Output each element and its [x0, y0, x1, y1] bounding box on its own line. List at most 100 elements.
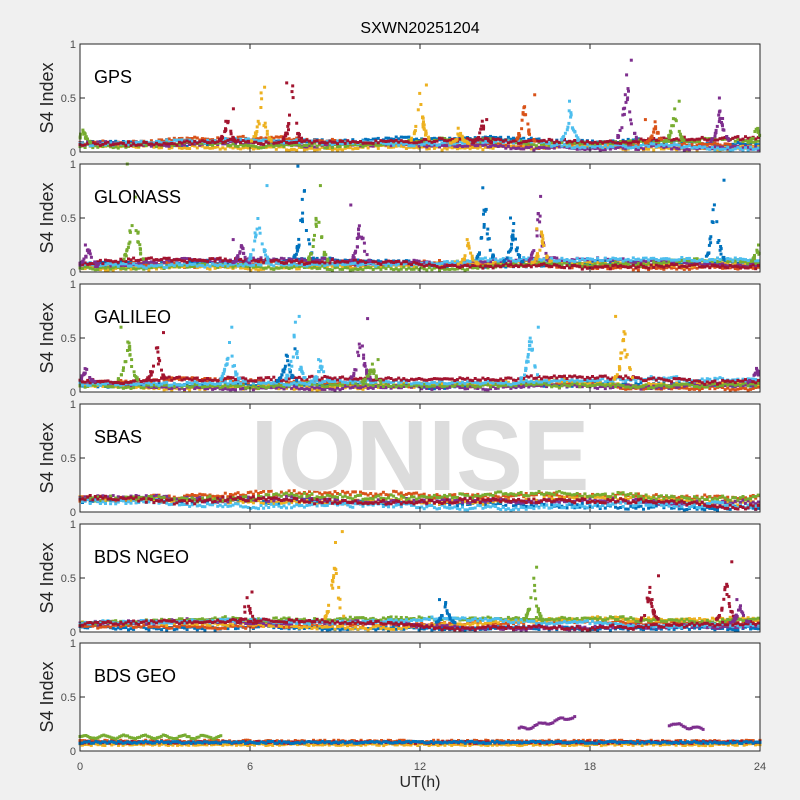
- data-point: [236, 138, 240, 142]
- data-point: [155, 264, 158, 268]
- data-point: [588, 257, 592, 261]
- data-point: [538, 220, 542, 224]
- data-point: [563, 145, 566, 149]
- data-point: [241, 259, 245, 263]
- data-point: [109, 267, 113, 271]
- data-point: [254, 145, 258, 149]
- data-point: [448, 145, 452, 149]
- data-point: [430, 268, 434, 272]
- data-point: [313, 148, 317, 152]
- data-point: [710, 258, 714, 261]
- data-point: [685, 263, 689, 267]
- data-point: [532, 249, 536, 253]
- data-point: [422, 137, 426, 141]
- data-point: [685, 140, 689, 144]
- data-point: [757, 243, 760, 247]
- data-point: [167, 259, 171, 263]
- data-point: [606, 140, 610, 144]
- data-point: [736, 135, 740, 139]
- data-point: [417, 144, 421, 148]
- data-point: [371, 260, 375, 264]
- data-point: [611, 260, 615, 264]
- data-point: [111, 268, 115, 272]
- data-point: [575, 144, 579, 148]
- data-point: [231, 107, 235, 111]
- data-point: [394, 260, 398, 263]
- data-point: [596, 142, 600, 146]
- data-point: [573, 260, 577, 263]
- data-point: [491, 141, 495, 144]
- data-point: [348, 265, 352, 268]
- data-point: [126, 245, 130, 249]
- data-point: [353, 263, 357, 267]
- data-point: [623, 93, 627, 97]
- data-point: [631, 144, 635, 147]
- data-point: [515, 136, 519, 140]
- data-point: [111, 263, 115, 267]
- data-point: [123, 253, 127, 257]
- data-point: [287, 263, 291, 267]
- data-point: [389, 141, 393, 145]
- data-point: [318, 184, 322, 188]
- data-point: [272, 136, 276, 140]
- data-point: [323, 251, 327, 255]
- data-point: [547, 264, 551, 268]
- data-point: [598, 259, 602, 263]
- data-point: [540, 139, 543, 143]
- data-point: [506, 263, 510, 267]
- data-point: [636, 383, 640, 386]
- data-point: [208, 146, 212, 150]
- data-point: [137, 141, 141, 144]
- data-point: [744, 261, 747, 265]
- data-point: [242, 251, 246, 255]
- data-point: [254, 261, 258, 265]
- data-point: [468, 263, 472, 267]
- data-point: [736, 261, 740, 265]
- data-point: [741, 257, 745, 261]
- data-point: [443, 138, 447, 142]
- data-point: [200, 262, 204, 266]
- data-point: [300, 217, 304, 221]
- data-point: [466, 137, 470, 141]
- data-point: [213, 263, 217, 267]
- data-point: [397, 143, 401, 147]
- data-point: [144, 263, 148, 267]
- data-point: [374, 143, 378, 147]
- data-point: [608, 257, 612, 261]
- data-point: [738, 257, 742, 261]
- data-point: [292, 262, 296, 265]
- data-point: [295, 140, 299, 144]
- data-point: [509, 147, 513, 151]
- data-point: [706, 251, 710, 255]
- data-point: [491, 143, 495, 147]
- data-point: [527, 128, 531, 132]
- data-point: [211, 262, 215, 266]
- data-point: [756, 144, 760, 148]
- data-point: [566, 125, 570, 129]
- data-point: [746, 259, 750, 263]
- data-point: [425, 143, 429, 147]
- data-point: [130, 224, 134, 228]
- data-point: [710, 137, 714, 141]
- data-point: [206, 141, 209, 145]
- data-point: [512, 264, 515, 268]
- data-point: [555, 139, 559, 143]
- data-point: [629, 141, 633, 145]
- data-point: [443, 386, 447, 390]
- data-point: [560, 141, 564, 144]
- data-point: [325, 261, 329, 265]
- data-point: [254, 134, 257, 138]
- data-point: [705, 147, 709, 151]
- data-point: [575, 147, 579, 151]
- data-point: [213, 141, 217, 145]
- data-point: [534, 260, 538, 264]
- data-point: [402, 135, 406, 139]
- data-point: [127, 242, 131, 246]
- data-point: [652, 140, 656, 144]
- data-point: [716, 262, 719, 266]
- data-point: [672, 147, 676, 151]
- data-point: [226, 259, 230, 263]
- data-point: [323, 264, 327, 267]
- data-point: [417, 146, 421, 150]
- data-point: [756, 143, 760, 147]
